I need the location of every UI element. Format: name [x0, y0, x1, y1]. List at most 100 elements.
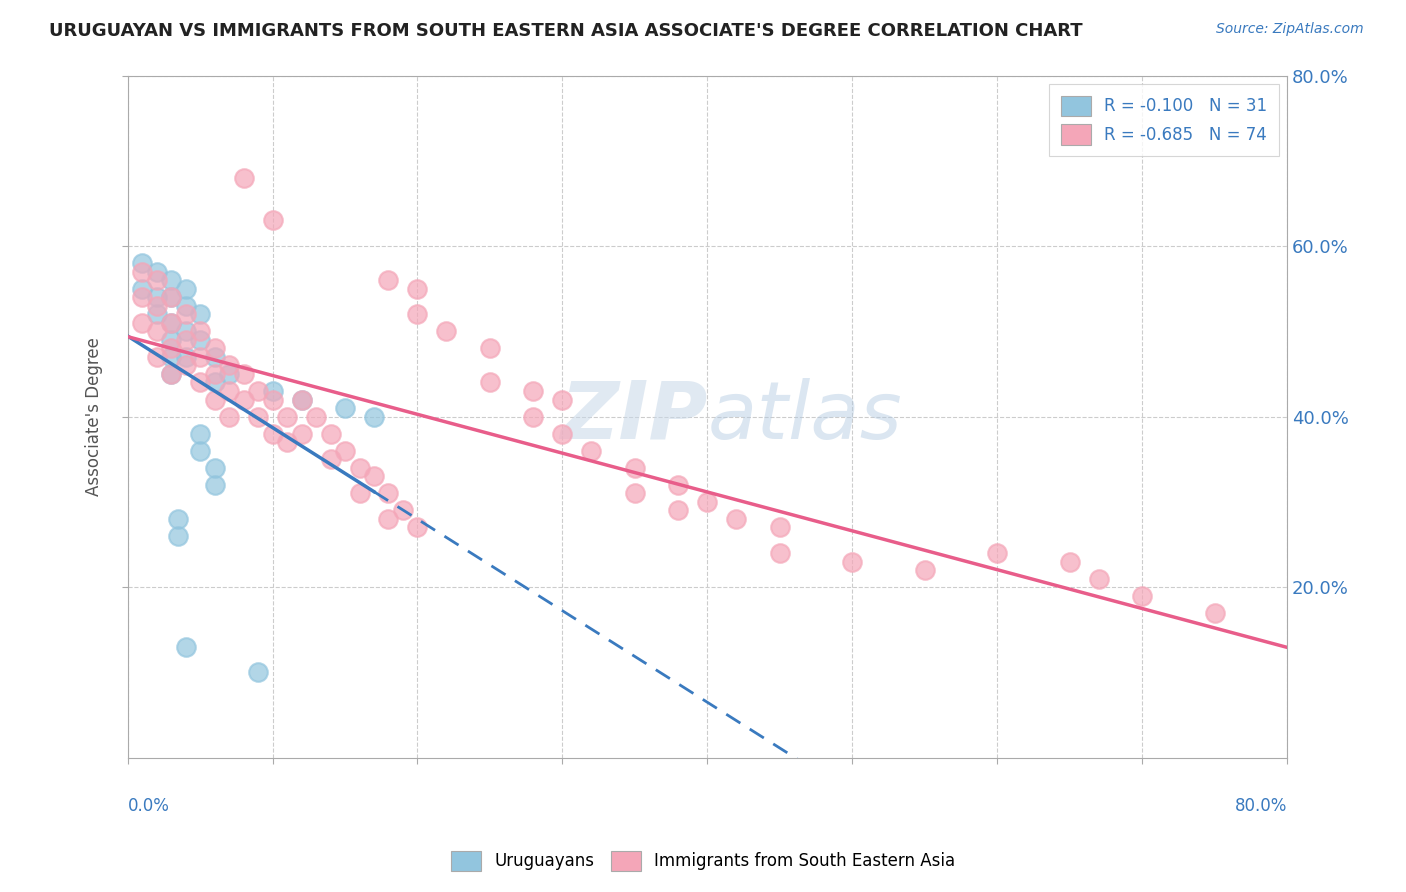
Point [188, 376, 211, 390]
Point [204, 376, 226, 390]
Text: atlas: atlas [707, 377, 903, 456]
Point [666, 478, 689, 492]
Point [160, 316, 183, 330]
Point [522, 384, 544, 398]
Point [1204, 606, 1226, 620]
Text: Source: ZipAtlas.com: Source: ZipAtlas.com [1216, 22, 1364, 37]
Point [188, 350, 211, 364]
Point [167, 529, 190, 543]
Point [262, 384, 284, 398]
Point [131, 290, 153, 304]
Point [377, 512, 399, 526]
Point [145, 299, 167, 313]
Point [290, 426, 312, 441]
Point [188, 426, 211, 441]
Point [1059, 555, 1081, 569]
Point [218, 409, 240, 424]
Point [160, 333, 183, 347]
Point [131, 282, 153, 296]
Point [204, 392, 226, 407]
Point [551, 392, 574, 407]
Point [218, 384, 240, 398]
Point [145, 324, 167, 338]
Point [188, 307, 211, 321]
Point [377, 486, 399, 500]
Point [262, 426, 284, 441]
Point [349, 486, 371, 500]
Point [436, 324, 458, 338]
Point [363, 469, 385, 483]
Legend: R = -0.100   N = 31, R = -0.685   N = 74: R = -0.100 N = 31, R = -0.685 N = 74 [1049, 84, 1278, 156]
Point [204, 342, 226, 356]
Point [769, 520, 792, 534]
Text: URUGUAYAN VS IMMIGRANTS FROM SOUTH EASTERN ASIA ASSOCIATE'S DEGREE CORRELATION C: URUGUAYAN VS IMMIGRANTS FROM SOUTH EASTE… [49, 22, 1083, 40]
Point [305, 409, 328, 424]
Point [406, 282, 429, 296]
Point [377, 273, 399, 287]
Point [478, 342, 501, 356]
Point [174, 333, 197, 347]
Point [204, 367, 226, 381]
Text: 0.0%: 0.0% [128, 797, 170, 814]
Point [986, 546, 1008, 560]
Point [478, 376, 501, 390]
Point [160, 367, 183, 381]
Point [247, 409, 270, 424]
Point [522, 409, 544, 424]
Point [841, 555, 863, 569]
Point [247, 384, 270, 398]
Point [581, 443, 603, 458]
Point [174, 350, 197, 364]
Y-axis label: Associate's Degree: Associate's Degree [86, 337, 103, 496]
Point [167, 512, 190, 526]
Point [262, 392, 284, 407]
Point [666, 503, 689, 517]
Point [204, 350, 226, 364]
Point [145, 273, 167, 287]
Point [131, 316, 153, 330]
Point [174, 282, 197, 296]
Point [145, 290, 167, 304]
Point [218, 359, 240, 373]
Point [406, 520, 429, 534]
Point [131, 265, 153, 279]
Point [232, 392, 254, 407]
Point [276, 435, 298, 450]
Point [290, 392, 312, 407]
Point [333, 401, 356, 415]
Point [188, 333, 211, 347]
Point [914, 563, 936, 577]
Point [145, 350, 167, 364]
Point [551, 426, 574, 441]
Point [232, 367, 254, 381]
Point [160, 290, 183, 304]
Point [363, 409, 385, 424]
Point [174, 359, 197, 373]
Point [204, 460, 226, 475]
Point [174, 324, 197, 338]
Point [145, 265, 167, 279]
Point [160, 350, 183, 364]
Point [392, 503, 415, 517]
Legend: Uruguayans, Immigrants from South Eastern Asia: Uruguayans, Immigrants from South Easter… [443, 842, 963, 880]
Point [696, 495, 718, 509]
Point [290, 392, 312, 407]
Point [769, 546, 792, 560]
Point [160, 273, 183, 287]
Point [218, 367, 240, 381]
Point [160, 342, 183, 356]
Text: 80.0%: 80.0% [1234, 797, 1286, 814]
Point [145, 307, 167, 321]
Point [624, 486, 647, 500]
Point [204, 478, 226, 492]
Point [262, 213, 284, 227]
Point [188, 324, 211, 338]
Point [349, 460, 371, 475]
Point [131, 256, 153, 270]
Point [174, 307, 197, 321]
Point [319, 426, 342, 441]
Point [319, 452, 342, 467]
Point [1130, 589, 1153, 603]
Point [725, 512, 748, 526]
Point [188, 443, 211, 458]
